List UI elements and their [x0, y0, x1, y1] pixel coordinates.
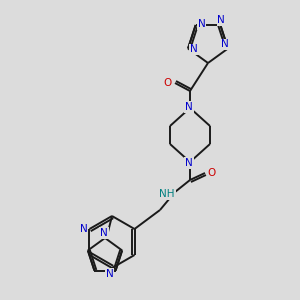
Text: O: O	[164, 78, 172, 88]
Text: N: N	[185, 102, 193, 112]
Text: N: N	[218, 15, 225, 25]
Text: N: N	[198, 19, 206, 29]
Text: N: N	[221, 40, 229, 50]
Text: N: N	[80, 224, 87, 234]
Text: N: N	[106, 268, 113, 279]
Text: N: N	[190, 44, 198, 55]
Text: NH: NH	[159, 189, 175, 199]
Text: O: O	[208, 168, 216, 178]
Text: N: N	[185, 158, 193, 168]
Text: N: N	[100, 228, 108, 238]
